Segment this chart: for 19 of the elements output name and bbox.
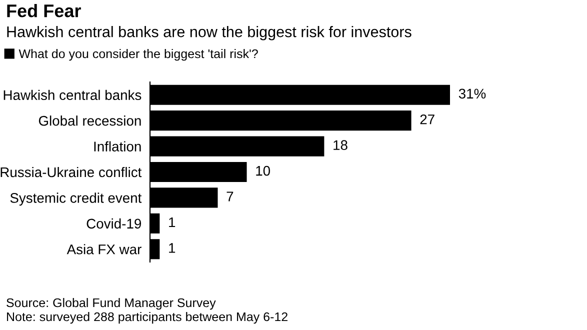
data-label: 1 [169,217,176,228]
y-tick-label: Inflation [94,141,141,152]
source-note: Source: Global Fund Manager Survey [6,298,216,310]
y-tick-label: Hawkish central banks [4,90,142,100]
data-label: 27 [420,114,434,124]
chart-title: Fed Fear [7,4,81,18]
text: Note: surveyed 288 participants between May 6-12 [7,312,288,324]
data-label: 1 [169,243,176,253]
data-label: 31% [458,88,486,99]
y-tick-label: Covid-19 [86,218,142,229]
data-label: 7 [226,192,234,202]
y-tick-label: Russia-Ukraine conflict [0,166,142,178]
chart-subtitle: Hawkish central banks are now the biggest risk for investors [7,26,412,40]
legend-label: What do you consider the biggest 'tail risk'? [18,49,258,61]
y-tick-label: Systemic credit event [10,192,142,206]
y-tick-label: Asia FX war [66,244,142,254]
data-label: 18 [334,140,348,150]
y-tick-label: Global recession [38,116,141,126]
data-label: 10 [256,166,270,176]
